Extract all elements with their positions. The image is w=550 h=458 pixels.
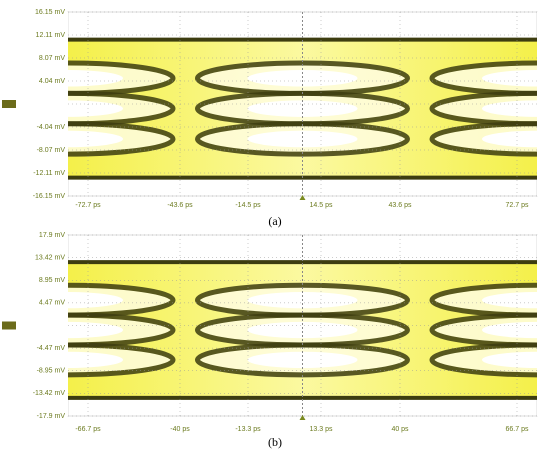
caption: (a) xyxy=(268,214,281,228)
x-tick-label: 13.3 ps xyxy=(310,426,333,433)
y-tick-label: 4.04 mV xyxy=(39,78,65,85)
x-tick-label: 40 ps xyxy=(391,426,409,433)
eye-center xyxy=(482,100,550,117)
y-tick-label: -16.15 mV xyxy=(33,193,66,200)
caption: (b) xyxy=(268,435,282,449)
y-tick-label: -8.07 mV xyxy=(37,147,66,154)
eye-center xyxy=(482,292,550,309)
x-tick-label: -13.3 ps xyxy=(235,426,261,433)
x-tick-label: -43.6 ps xyxy=(167,202,193,209)
eye-center xyxy=(247,69,358,87)
y-tick-label: -4.47 mV xyxy=(37,345,66,352)
y-tick-label: 4.47 mV xyxy=(39,300,65,307)
trigger-marker xyxy=(299,415,306,420)
eye-center xyxy=(247,321,358,339)
y-tick-label: -12.11 mV xyxy=(33,170,65,177)
eye-center xyxy=(482,351,550,369)
eye-center xyxy=(482,130,550,148)
eye-diagram xyxy=(0,234,550,420)
y-tick-label: 13.42 mV xyxy=(35,254,65,261)
x-tick-label: 72.7 ps xyxy=(506,202,529,209)
x-tick-label: -40 ps xyxy=(170,426,190,433)
eye-center xyxy=(482,321,550,339)
edge-mask-right xyxy=(537,12,550,196)
y-tick-label: -8.95 mV xyxy=(37,368,66,375)
y-tick-label: 16.15 mV xyxy=(35,9,65,16)
trigger-marker xyxy=(299,195,306,200)
x-tick-label: 66.7 ps xyxy=(506,426,529,433)
x-tick-label: -66.7 ps xyxy=(75,426,101,433)
y-tick-label: 12.11 mV xyxy=(36,32,66,39)
edge-mask-right xyxy=(537,235,550,416)
y-tick-label: 17.9 mV xyxy=(39,232,65,239)
y-tick-label: -13.42 mV xyxy=(33,390,66,397)
eye-center xyxy=(482,69,550,87)
eye-center xyxy=(247,130,358,148)
x-tick-label: 43.6 ps xyxy=(389,202,412,209)
eye-diagram xyxy=(0,11,550,200)
x-tick-label: -72.7 ps xyxy=(75,202,101,209)
y-tick-label: 8.95 mV xyxy=(39,277,65,284)
y-tick-label: -4.04 mV xyxy=(37,124,66,131)
x-tick-label: -14.5 ps xyxy=(235,202,261,209)
zero-marker xyxy=(2,100,16,108)
y-tick-label: 8.07 mV xyxy=(39,55,65,62)
zero-marker xyxy=(2,321,16,330)
x-tick-label: 14.5 ps xyxy=(310,202,333,209)
y-tick-label: -17.9 mV xyxy=(37,413,66,420)
